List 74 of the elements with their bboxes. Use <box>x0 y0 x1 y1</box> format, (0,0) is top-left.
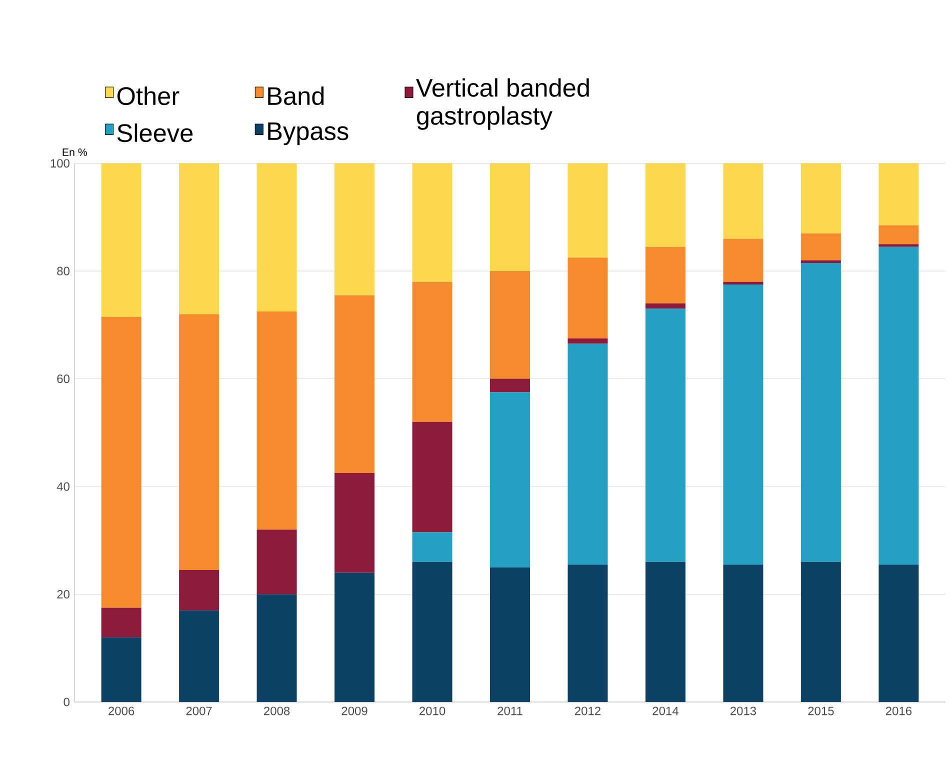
bar <box>723 282 764 285</box>
bar <box>256 163 297 312</box>
bar <box>101 163 142 317</box>
bar <box>334 163 375 296</box>
bar <box>568 258 608 338</box>
bar <box>412 532 452 562</box>
bar <box>878 246 919 565</box>
legend-label: Other <box>117 86 180 106</box>
legend-label: Bypass <box>268 122 348 146</box>
bar <box>101 316 142 608</box>
bar <box>412 282 452 422</box>
bar <box>490 378 530 392</box>
x-tick-label: 2014 <box>652 706 678 716</box>
bar <box>179 314 220 570</box>
x-tick-label: 2007 <box>186 706 212 716</box>
bar <box>334 473 375 573</box>
bar <box>179 163 220 314</box>
x-tick-label: 2015 <box>808 706 834 716</box>
bar <box>568 564 608 702</box>
bar <box>878 225 919 244</box>
bar <box>800 233 841 260</box>
y-tick-label: 60 <box>57 374 70 384</box>
bar <box>334 572 375 702</box>
bar <box>800 262 841 562</box>
bar <box>179 570 220 610</box>
bar <box>645 562 686 702</box>
y-tick-label: 80 <box>57 266 70 276</box>
x-tick-label: 2010 <box>420 706 446 716</box>
bar <box>878 564 919 702</box>
bar <box>490 392 530 568</box>
legend-label: Band <box>268 86 324 106</box>
bar <box>878 244 919 247</box>
legend-label: Sleeve <box>117 123 193 142</box>
x-tick-label: 2011 <box>498 706 522 716</box>
bar <box>800 562 841 702</box>
y-tick-label: 20 <box>57 590 70 599</box>
bar <box>645 246 686 304</box>
bar <box>568 163 608 258</box>
bar <box>800 260 841 263</box>
bar <box>256 311 297 530</box>
bar <box>723 238 764 282</box>
legend-label: Vertical banded gastroplasty <box>416 78 589 130</box>
x-tick-label: 2006 <box>108 706 134 716</box>
bar <box>412 163 452 282</box>
bar <box>723 284 764 565</box>
bar <box>568 344 608 565</box>
bar <box>645 303 686 309</box>
bar <box>334 295 375 474</box>
bar <box>256 594 297 702</box>
bar <box>645 163 686 247</box>
bar <box>490 567 530 702</box>
y-axis-title: En % <box>62 148 88 156</box>
bar <box>645 308 686 562</box>
x-tick-label: 2013 <box>730 706 756 716</box>
y-tick-label: 0 <box>64 698 70 706</box>
bar <box>412 562 452 702</box>
bar <box>101 608 142 638</box>
bar <box>800 163 841 234</box>
x-tick-label: 2016 <box>886 706 912 716</box>
bar <box>568 338 608 344</box>
bar <box>256 530 297 594</box>
bar <box>490 271 530 379</box>
x-tick-label: 2009 <box>342 706 368 716</box>
y-tick-label: 100 <box>50 159 70 168</box>
y-tick-label: 40 <box>56 482 70 491</box>
bar <box>101 637 142 702</box>
x-tick-label: 2008 <box>264 706 290 716</box>
bar <box>878 163 919 226</box>
bar <box>490 163 530 272</box>
bar <box>723 564 764 702</box>
bar <box>179 610 220 702</box>
bar <box>723 163 764 239</box>
bar <box>412 422 452 532</box>
x-tick-label: 2012 <box>575 706 600 716</box>
